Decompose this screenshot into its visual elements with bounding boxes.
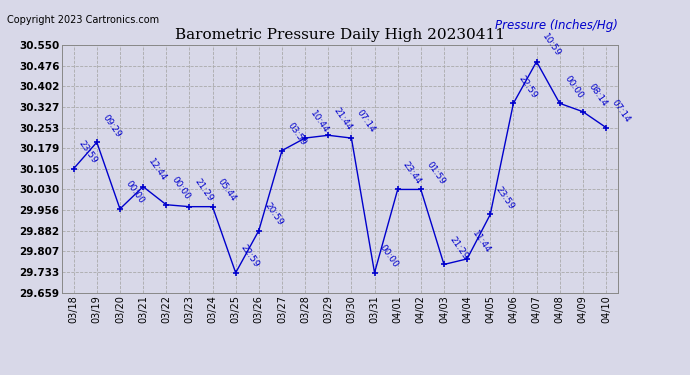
Text: 10:44: 10:44 — [308, 109, 331, 135]
Text: 20:59: 20:59 — [262, 201, 284, 227]
Text: 05:44: 05:44 — [216, 177, 238, 203]
Text: 21:29: 21:29 — [447, 235, 469, 261]
Text: 09:29: 09:29 — [100, 112, 122, 139]
Text: Pressure (Inches/Hg): Pressure (Inches/Hg) — [495, 19, 618, 32]
Text: 23:59: 23:59 — [77, 139, 99, 165]
Text: 12:44: 12:44 — [146, 157, 168, 183]
Text: 23:59: 23:59 — [494, 185, 516, 211]
Text: 21:29: 21:29 — [193, 177, 215, 203]
Text: Copyright 2023 Cartronics.com: Copyright 2023 Cartronics.com — [7, 15, 159, 25]
Text: 22:59: 22:59 — [239, 243, 262, 270]
Text: 11:44: 11:44 — [471, 230, 493, 255]
Text: 03:59: 03:59 — [286, 121, 308, 147]
Text: 07:14: 07:14 — [609, 98, 631, 124]
Text: 10:59: 10:59 — [540, 32, 562, 58]
Text: 22:59: 22:59 — [517, 74, 539, 100]
Text: 00:00: 00:00 — [124, 179, 146, 206]
Text: 00:00: 00:00 — [563, 74, 585, 100]
Text: 21:44: 21:44 — [332, 106, 354, 132]
Text: 23:44: 23:44 — [401, 160, 423, 186]
Title: Barometric Pressure Daily High 20230411: Barometric Pressure Daily High 20230411 — [175, 28, 505, 42]
Text: 00:00: 00:00 — [170, 175, 192, 201]
Text: 07:14: 07:14 — [355, 108, 377, 135]
Text: 01:59: 01:59 — [424, 160, 446, 186]
Text: 00:00: 00:00 — [378, 243, 400, 270]
Text: 08:14: 08:14 — [586, 82, 609, 108]
